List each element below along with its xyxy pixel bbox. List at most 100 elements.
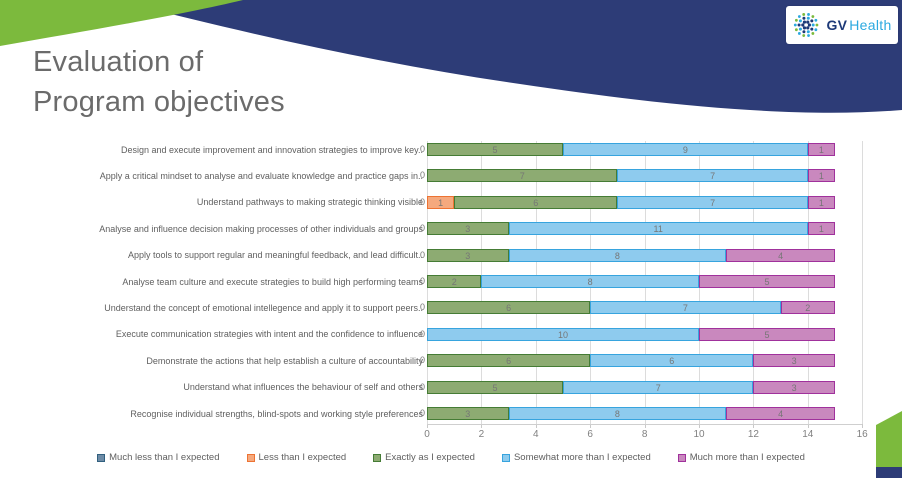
bar-segment-much-more-than-i-expected: 4 [726,407,835,420]
bar-segment-exactly-as-i-expected: 3 [427,248,509,262]
legend-label: Exactly as I expected [385,452,475,463]
corner-green-shape [876,411,902,467]
axis-tick [807,424,809,428]
bar-segment-exactly-as-i-expected: 5 [427,380,563,394]
bar-segment-exactly-as-i-expected: 6 [427,354,591,368]
x-tick-label: 12 [747,429,759,440]
category-label: Demonstrate the actions that help establ… [146,355,423,366]
axis-tick [644,424,646,428]
legend-swatch [246,453,255,462]
logo-starburst-icon [794,13,819,37]
value-label: 2 [805,303,811,314]
value-label-zero: 0 [420,302,426,313]
value-label-zero: 0 [420,355,426,366]
value-label: 1 [818,224,824,235]
value-label: 7 [519,171,525,182]
bar-segment-much-more-than-i-expected: 1 [807,169,835,183]
value-label: 5 [764,277,770,287]
category-label: Understand pathways to making strategic … [196,197,423,208]
value-label: 8 [587,277,593,287]
category-label: Recognise individual strengths, blind-sp… [130,408,423,419]
axis-tick [753,424,755,428]
legend-item: Much more than I expected [677,452,805,463]
slide-title: Evaluation of Program objectives [33,42,285,122]
bar-row: 6 6 3 [427,354,835,368]
bar-segment-much-more-than-i-expected: 3 [753,380,835,394]
bar-segment-exactly-as-i-expected: 7 [427,169,618,183]
bar-segment-exactly-as-i-expected: 3 [427,222,509,236]
axis-tick [481,424,483,428]
value-label-zero: 0 [420,196,426,207]
bar-segment-less-than-i-expected: 1 [427,195,455,209]
bar-segment-somewhat-more-than-i-expected: 7 [590,301,781,315]
bar-row: 3 11 1 [427,222,835,236]
bar-segment-exactly-as-i-expected: 5 [427,143,563,156]
bar-segment-somewhat-more-than-i-expected: 7 [617,195,808,209]
value-label: 4 [778,409,784,419]
bar-segment-exactly-as-i-expected: 6 [454,195,618,209]
value-label: 10 [557,329,568,340]
bar-segment-much-more-than-i-expected: 5 [699,327,835,341]
value-label: 7 [655,382,661,393]
legend-item: Less than I expected [246,452,346,463]
value-label: 1 [818,197,824,208]
bar-row: 5 9 1 [427,143,835,156]
value-label-zero: 0 [420,276,426,286]
bar-segment-somewhat-more-than-i-expected: 7 [563,380,754,394]
legend-swatch [501,453,510,462]
axis-tick [427,424,428,428]
bar-segment-somewhat-more-than-i-expected: 8 [508,248,727,262]
value-label: 7 [710,171,716,182]
bar-row: 7 7 1 [427,169,835,183]
header-green-wave [0,0,243,46]
value-label: 5 [764,329,770,340]
value-label: 7 [710,197,716,208]
legend-label: Somewhat more than I expected [513,452,651,463]
value-label-zero: 0 [420,249,426,260]
category-label: Execute communication strategies with in… [115,329,423,340]
x-tick-label: 10 [693,429,705,440]
category-label: Understand the concept of emotional inte… [104,302,423,313]
x-tick-label: 0 [424,429,430,440]
category-label: Design and execute improvement and innov… [121,144,423,155]
category-label: Understand what influences the behaviour… [183,382,423,393]
corner-decoration [876,411,902,478]
value-label: 1 [818,145,824,155]
value-label: 3 [465,409,471,419]
logo-text-health: Health [849,17,892,33]
bar-segment-somewhat-more-than-i-expected: 8 [481,275,699,288]
bar-segment-somewhat-more-than-i-expected: 9 [563,143,808,156]
legend-item: Somewhat more than I expected [501,452,651,463]
bar-segment-exactly-as-i-expected: 6 [427,301,591,315]
value-label: 6 [533,197,539,208]
value-label: 6 [669,356,675,367]
bar-segment-somewhat-more-than-i-expected: 10 [427,327,699,341]
axis-tick [590,424,592,428]
value-label: 8 [614,409,620,419]
chart-legend: Much less than I expected Less than I exp… [30,452,872,463]
value-label: 6 [506,356,512,367]
x-tick-label: 8 [641,429,648,440]
header-navy-wave [115,0,902,113]
legend-swatch [97,453,106,462]
header-wave-decoration [0,0,902,113]
bar-segment-exactly-as-i-expected: 3 [427,407,509,420]
category-label: Analyse team culture and execute strateg… [122,276,423,287]
legend-label: Much more than I expected [689,452,805,463]
bar-segment-somewhat-more-than-i-expected: 11 [508,222,808,236]
corner-navy-strip [876,467,902,478]
logo-text-gv: GV [826,17,848,33]
value-label-zero: 0 [420,381,426,392]
value-label-zero: 0 [420,408,426,418]
slide-title-line2: Program objectives [33,86,285,118]
bar-segment-much-more-than-i-expected: 2 [780,301,835,315]
bar-segment-much-more-than-i-expected: 1 [807,222,835,236]
value-label-zero: 0 [420,328,426,339]
category-label: Analyse and influence decision making pr… [99,223,423,234]
bar-segment-much-more-than-i-expected: 3 [753,354,835,368]
bar-segment-exactly-as-i-expected: 2 [427,275,482,288]
category-label: Apply a critical mindset to analyse and … [99,170,423,181]
gridline [862,141,864,424]
